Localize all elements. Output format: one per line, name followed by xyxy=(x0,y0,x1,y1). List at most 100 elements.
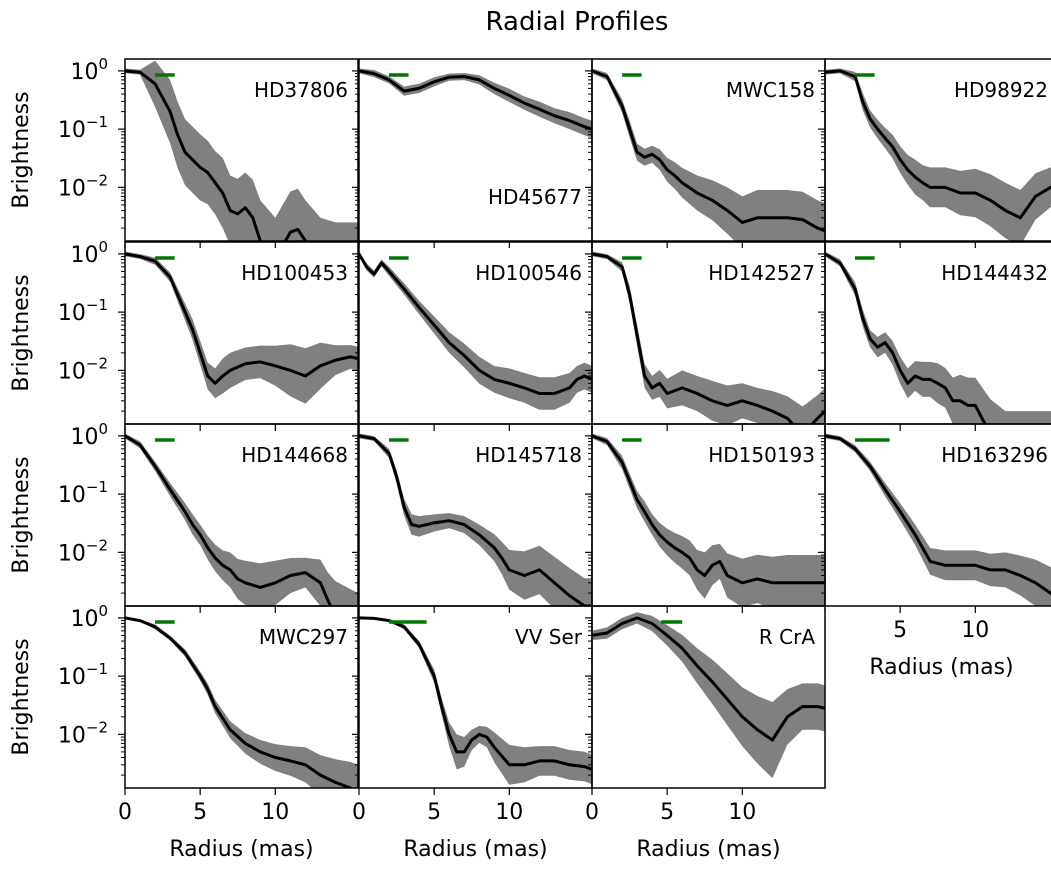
y-tick-label: 10−2 xyxy=(58,354,108,384)
uncertainty-band xyxy=(825,68,1051,241)
y-tick-label: 10−2 xyxy=(58,718,108,748)
uncertainty-band xyxy=(125,433,358,606)
panel-plot-area xyxy=(125,433,358,606)
y-tick-label: 100 xyxy=(70,602,108,632)
x-tick-label: 10 xyxy=(261,800,289,825)
panel-hd163296: HD163296 xyxy=(818,423,1051,613)
panel-label: HD45677 xyxy=(488,185,582,209)
panel-label: MWC158 xyxy=(726,78,815,102)
x-tick-label: 0 xyxy=(585,800,599,825)
panel-hd100453: HD100453 xyxy=(118,241,359,431)
profile-line xyxy=(825,69,1051,220)
panel-label: VV Ser xyxy=(515,625,583,649)
panel-label: HD100453 xyxy=(241,261,348,285)
panel-label: HD37806 xyxy=(254,78,348,102)
y-tick-base: 10 xyxy=(58,301,86,326)
panel-hd37806: HD37806 xyxy=(118,58,359,248)
x-tick-label: 10 xyxy=(961,618,989,643)
profile-line xyxy=(825,434,1051,596)
panel-vv-ser: VV Ser xyxy=(352,605,593,795)
panel-mwc158: MWC158 xyxy=(585,58,826,248)
panels-grid: HD37806 HD45677 MWC158 HD98922 HD100453 HD100… xyxy=(118,58,1051,795)
x-tick-label: 10 xyxy=(728,800,756,825)
y-tick-base: 10 xyxy=(58,541,86,566)
uncertainty-band xyxy=(592,68,825,241)
y-axis-label: Brightness xyxy=(9,456,34,573)
panel-plot-area xyxy=(592,251,825,424)
profile-line xyxy=(125,252,358,385)
panel-hd45677: HD45677 xyxy=(352,58,593,248)
panel-label: HD144432 xyxy=(941,261,1048,285)
profile-line xyxy=(592,434,825,585)
panel-plot-area xyxy=(359,433,592,606)
y-tick-exponent: −1 xyxy=(86,296,108,314)
profile-line xyxy=(359,434,592,606)
y-tick-base: 10 xyxy=(70,243,98,268)
figure-title: Radial Profiles xyxy=(486,7,669,37)
y-tick-base: 10 xyxy=(58,176,86,201)
y-tick-base: 10 xyxy=(58,723,86,748)
uncertainty-band xyxy=(125,251,358,404)
panel-plot-area xyxy=(592,68,825,241)
panel-frame xyxy=(124,605,359,789)
y-tick-exponent: −1 xyxy=(86,478,108,496)
y-tick-base: 10 xyxy=(58,665,86,690)
uncertainty-band xyxy=(125,60,358,241)
panel-label: HD144668 xyxy=(241,443,348,467)
panel-label: HD142527 xyxy=(708,261,815,285)
panel-label: HD98922 xyxy=(954,78,1048,102)
x-axis-label: Radius (mas) xyxy=(169,837,313,862)
x-tick-label: 5 xyxy=(893,618,907,643)
y-tick-label: 10−1 xyxy=(58,478,108,508)
uncertainty-band xyxy=(592,251,825,424)
panel-plot-area xyxy=(825,251,1051,424)
y-tick-exponent: −1 xyxy=(86,113,108,131)
panel-plot-area xyxy=(592,612,825,779)
profile-line xyxy=(125,69,308,241)
panel-hd144668: HD144668 xyxy=(118,423,359,613)
y-tick-base: 10 xyxy=(58,359,86,384)
y-tick-label: 10−2 xyxy=(58,536,108,566)
y-tick-exponent: −2 xyxy=(86,718,108,736)
y-axis-label: Brightness xyxy=(9,638,34,755)
profile-line xyxy=(592,69,825,233)
panel-plot-area xyxy=(359,251,592,410)
y-tick-label: 10−1 xyxy=(58,296,108,326)
uncertainty-band xyxy=(825,433,1051,606)
profile-line xyxy=(359,616,592,771)
panel-plot-area xyxy=(825,433,1051,606)
x-axis-label: Radius (mas) xyxy=(869,655,1013,680)
panel-hd98922: HD98922 xyxy=(818,58,1051,248)
profile-line xyxy=(592,616,825,742)
panel-hd150193: HD150193 xyxy=(585,423,826,613)
x-axis-label: Radius (mas) xyxy=(636,837,780,862)
profile-line xyxy=(825,252,987,424)
y-tick-label: 100 xyxy=(70,55,108,85)
y-tick-exponent: 0 xyxy=(98,55,108,73)
profile-line xyxy=(359,253,592,395)
y-tick-exponent: 0 xyxy=(98,238,108,256)
y-tick-exponent: −2 xyxy=(86,536,108,554)
x-axis-label: Radius (mas) xyxy=(403,837,547,862)
y-tick-label: 100 xyxy=(70,238,108,268)
y-tick-label: 10−1 xyxy=(58,660,108,690)
uncertainty-band xyxy=(592,433,825,606)
panel-hd145718: HD145718 xyxy=(352,423,593,613)
y-tick-base: 10 xyxy=(58,118,86,143)
uncertainty-band xyxy=(359,251,592,410)
y-tick-exponent: −2 xyxy=(86,354,108,372)
y-tick-exponent: −2 xyxy=(86,171,108,189)
y-tick-label: 10−2 xyxy=(58,171,108,201)
x-tick-label: 5 xyxy=(193,800,207,825)
panel-frame xyxy=(591,605,826,789)
panel-label: HD100546 xyxy=(475,261,582,285)
panel-plot-area xyxy=(359,68,592,138)
panel-frame xyxy=(824,58,1051,242)
y-tick-exponent: 0 xyxy=(98,602,108,620)
profile-line xyxy=(592,252,825,424)
y-tick-exponent: −1 xyxy=(86,660,108,678)
x-tick-label: 0 xyxy=(352,800,366,825)
panel-r-cra: R CrA xyxy=(585,605,826,795)
y-tick-label: 10−1 xyxy=(58,113,108,143)
